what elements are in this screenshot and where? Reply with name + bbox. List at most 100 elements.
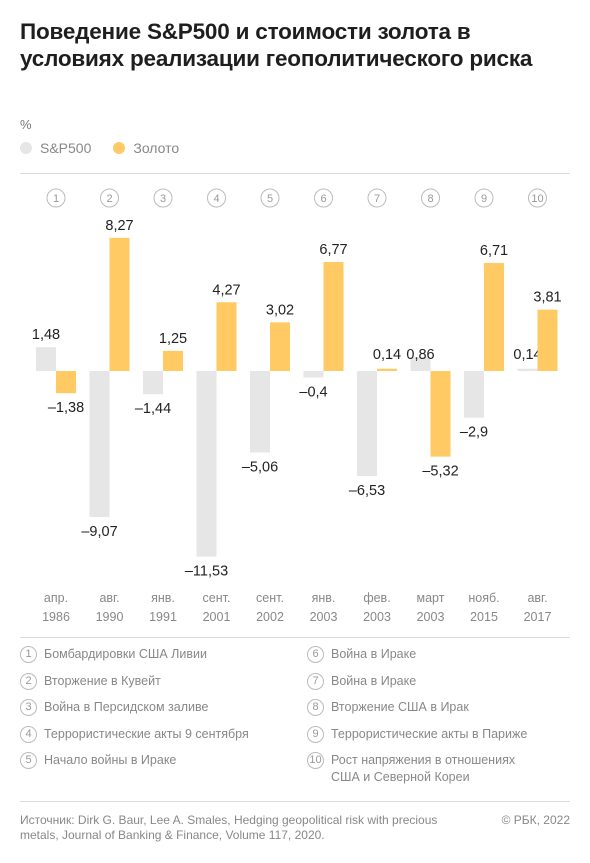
event-number-label: 4 [213, 193, 219, 205]
x-tick-label: 2003 [310, 610, 338, 624]
middle-divider [20, 637, 570, 638]
data-label: –9,07 [81, 524, 117, 540]
data-label: –5,06 [242, 459, 278, 475]
event-note: 3 Война в Персидском заливе [20, 699, 208, 716]
bar-gold [163, 350, 183, 371]
data-label: –2,9 [460, 425, 488, 441]
x-tick-label: 1986 [42, 610, 70, 624]
top-divider [20, 173, 570, 174]
event-note: 4 Террористические акты 9 сентября [20, 725, 249, 743]
data-label: 3,02 [266, 302, 294, 318]
bar-gold [56, 371, 76, 394]
x-tick-label: 1990 [96, 610, 124, 624]
bar-gold [484, 262, 504, 371]
event-note-number: 4 [20, 725, 37, 743]
event-number-label: 9 [481, 193, 487, 205]
event-number-label: 5 [267, 193, 273, 205]
x-tick-label: 2002 [256, 610, 284, 624]
copyright: © РБК, 2022 [501, 813, 570, 827]
x-tick-label: 2003 [417, 610, 445, 624]
event-note-number: 10 [307, 752, 324, 769]
event-note-number: 9 [307, 725, 324, 743]
event-number-label: 8 [427, 193, 433, 205]
legend-label-gold: Золото [133, 140, 180, 156]
event-number-circle [367, 188, 387, 208]
bar-gold [377, 368, 397, 371]
unit-label: % [20, 117, 32, 132]
event-note: 6 Война в Ираке [307, 646, 547, 663]
event-note-number: 7 [307, 672, 324, 690]
bar-sp500 [196, 371, 217, 557]
data-label: 0,14 [373, 347, 401, 363]
legend-swatch-sp500 [20, 142, 32, 154]
bar-gold [109, 237, 130, 371]
event-note: 10 Рост напряжения в отношениях США и Сев… [307, 752, 547, 786]
bar-sp500 [250, 371, 270, 453]
event-note-text: Вторжение в Кувейт [44, 673, 161, 688]
data-label: 3,81 [533, 290, 561, 306]
bar-chart: 1 апр. 1986 1,48 –1,38 2 авг. 1990 –9,07 8,27 3 янв… [32, 188, 562, 624]
bar-gold [270, 322, 290, 371]
event-note-text: Война в Ираке [331, 647, 417, 661]
data-label: –6,53 [349, 483, 385, 499]
event-number-circle [421, 188, 440, 208]
x-tick-label: апр. [44, 591, 68, 605]
event-note-number: 3 [20, 699, 37, 716]
data-label: –0,4 [299, 384, 327, 400]
bar-sp500 [303, 371, 324, 378]
bar-sp500 [410, 357, 431, 371]
event-number-circle [207, 188, 226, 208]
event-note: 2 Вторжение в Кувейт [20, 672, 161, 690]
bar-sp500 [36, 347, 56, 371]
x-tick-label: 2017 [524, 610, 552, 624]
x-tick-label: 2015 [470, 610, 498, 624]
x-tick-label: авг. [527, 591, 547, 605]
x-tick-label: авг. [99, 591, 119, 605]
event-number-circle [260, 188, 280, 208]
event-note-text: Рост напряжения в отношениях США и Север… [331, 753, 516, 784]
x-tick-label: сент. [256, 591, 284, 605]
event-number-circle [46, 188, 66, 208]
source-note: Источник: Dirk G. Baur, Lee A. Smales, H… [20, 813, 438, 842]
bar-gold [430, 371, 451, 457]
data-label: –1,38 [48, 400, 84, 416]
legend-swatch-gold [113, 142, 126, 154]
event-number-label: 10 [531, 193, 543, 205]
x-tick-label: март [417, 591, 445, 605]
data-label: 1,25 [159, 331, 187, 347]
x-tick-label: 2003 [363, 610, 391, 624]
event-number-circle [153, 188, 173, 208]
event-note: 7 Война в Ираке [307, 672, 547, 690]
event-note-text: Бомбардировки США Ливии [44, 647, 207, 661]
data-label: 4,27 [212, 282, 240, 298]
event-number-label: 7 [374, 193, 380, 205]
data-label: 6,77 [319, 242, 347, 258]
data-label: 0,86 [406, 347, 434, 363]
x-tick-label: янв. [151, 591, 175, 605]
event-note-text: Начало войны в Ираке [44, 753, 177, 767]
event-note-number: 1 [20, 646, 37, 663]
bar-sp500 [517, 368, 538, 371]
event-note-number: 2 [20, 672, 37, 690]
data-label: –1,44 [135, 401, 171, 417]
bar-gold [323, 262, 344, 371]
legend-item-gold: Золото [113, 140, 179, 156]
event-number-circle [528, 188, 547, 208]
event-note-text: Террористические акты в Париже [331, 726, 528, 741]
data-label: 8,27 [105, 218, 133, 234]
data-label: 1,48 [32, 327, 60, 343]
x-tick-label: сент. [203, 591, 231, 605]
event-note-text: Война в Персидском заливе [44, 700, 209, 714]
data-label: 6,71 [480, 243, 508, 259]
bar-gold [216, 302, 237, 371]
event-number-label: 2 [106, 193, 112, 205]
data-label: –5,32 [422, 464, 458, 480]
event-note-number: 6 [307, 646, 324, 663]
event-number-circle [314, 188, 333, 208]
legend: S&P500 Золото [20, 140, 201, 156]
chart-title: Поведение S&P500 и стоимости золота в ус… [20, 19, 533, 71]
x-tick-label: нояб. [468, 591, 499, 605]
event-number-label: 1 [53, 193, 59, 205]
event-note: 1 Бомбардировки США Ливии [20, 646, 207, 663]
bar-gold [537, 309, 558, 371]
